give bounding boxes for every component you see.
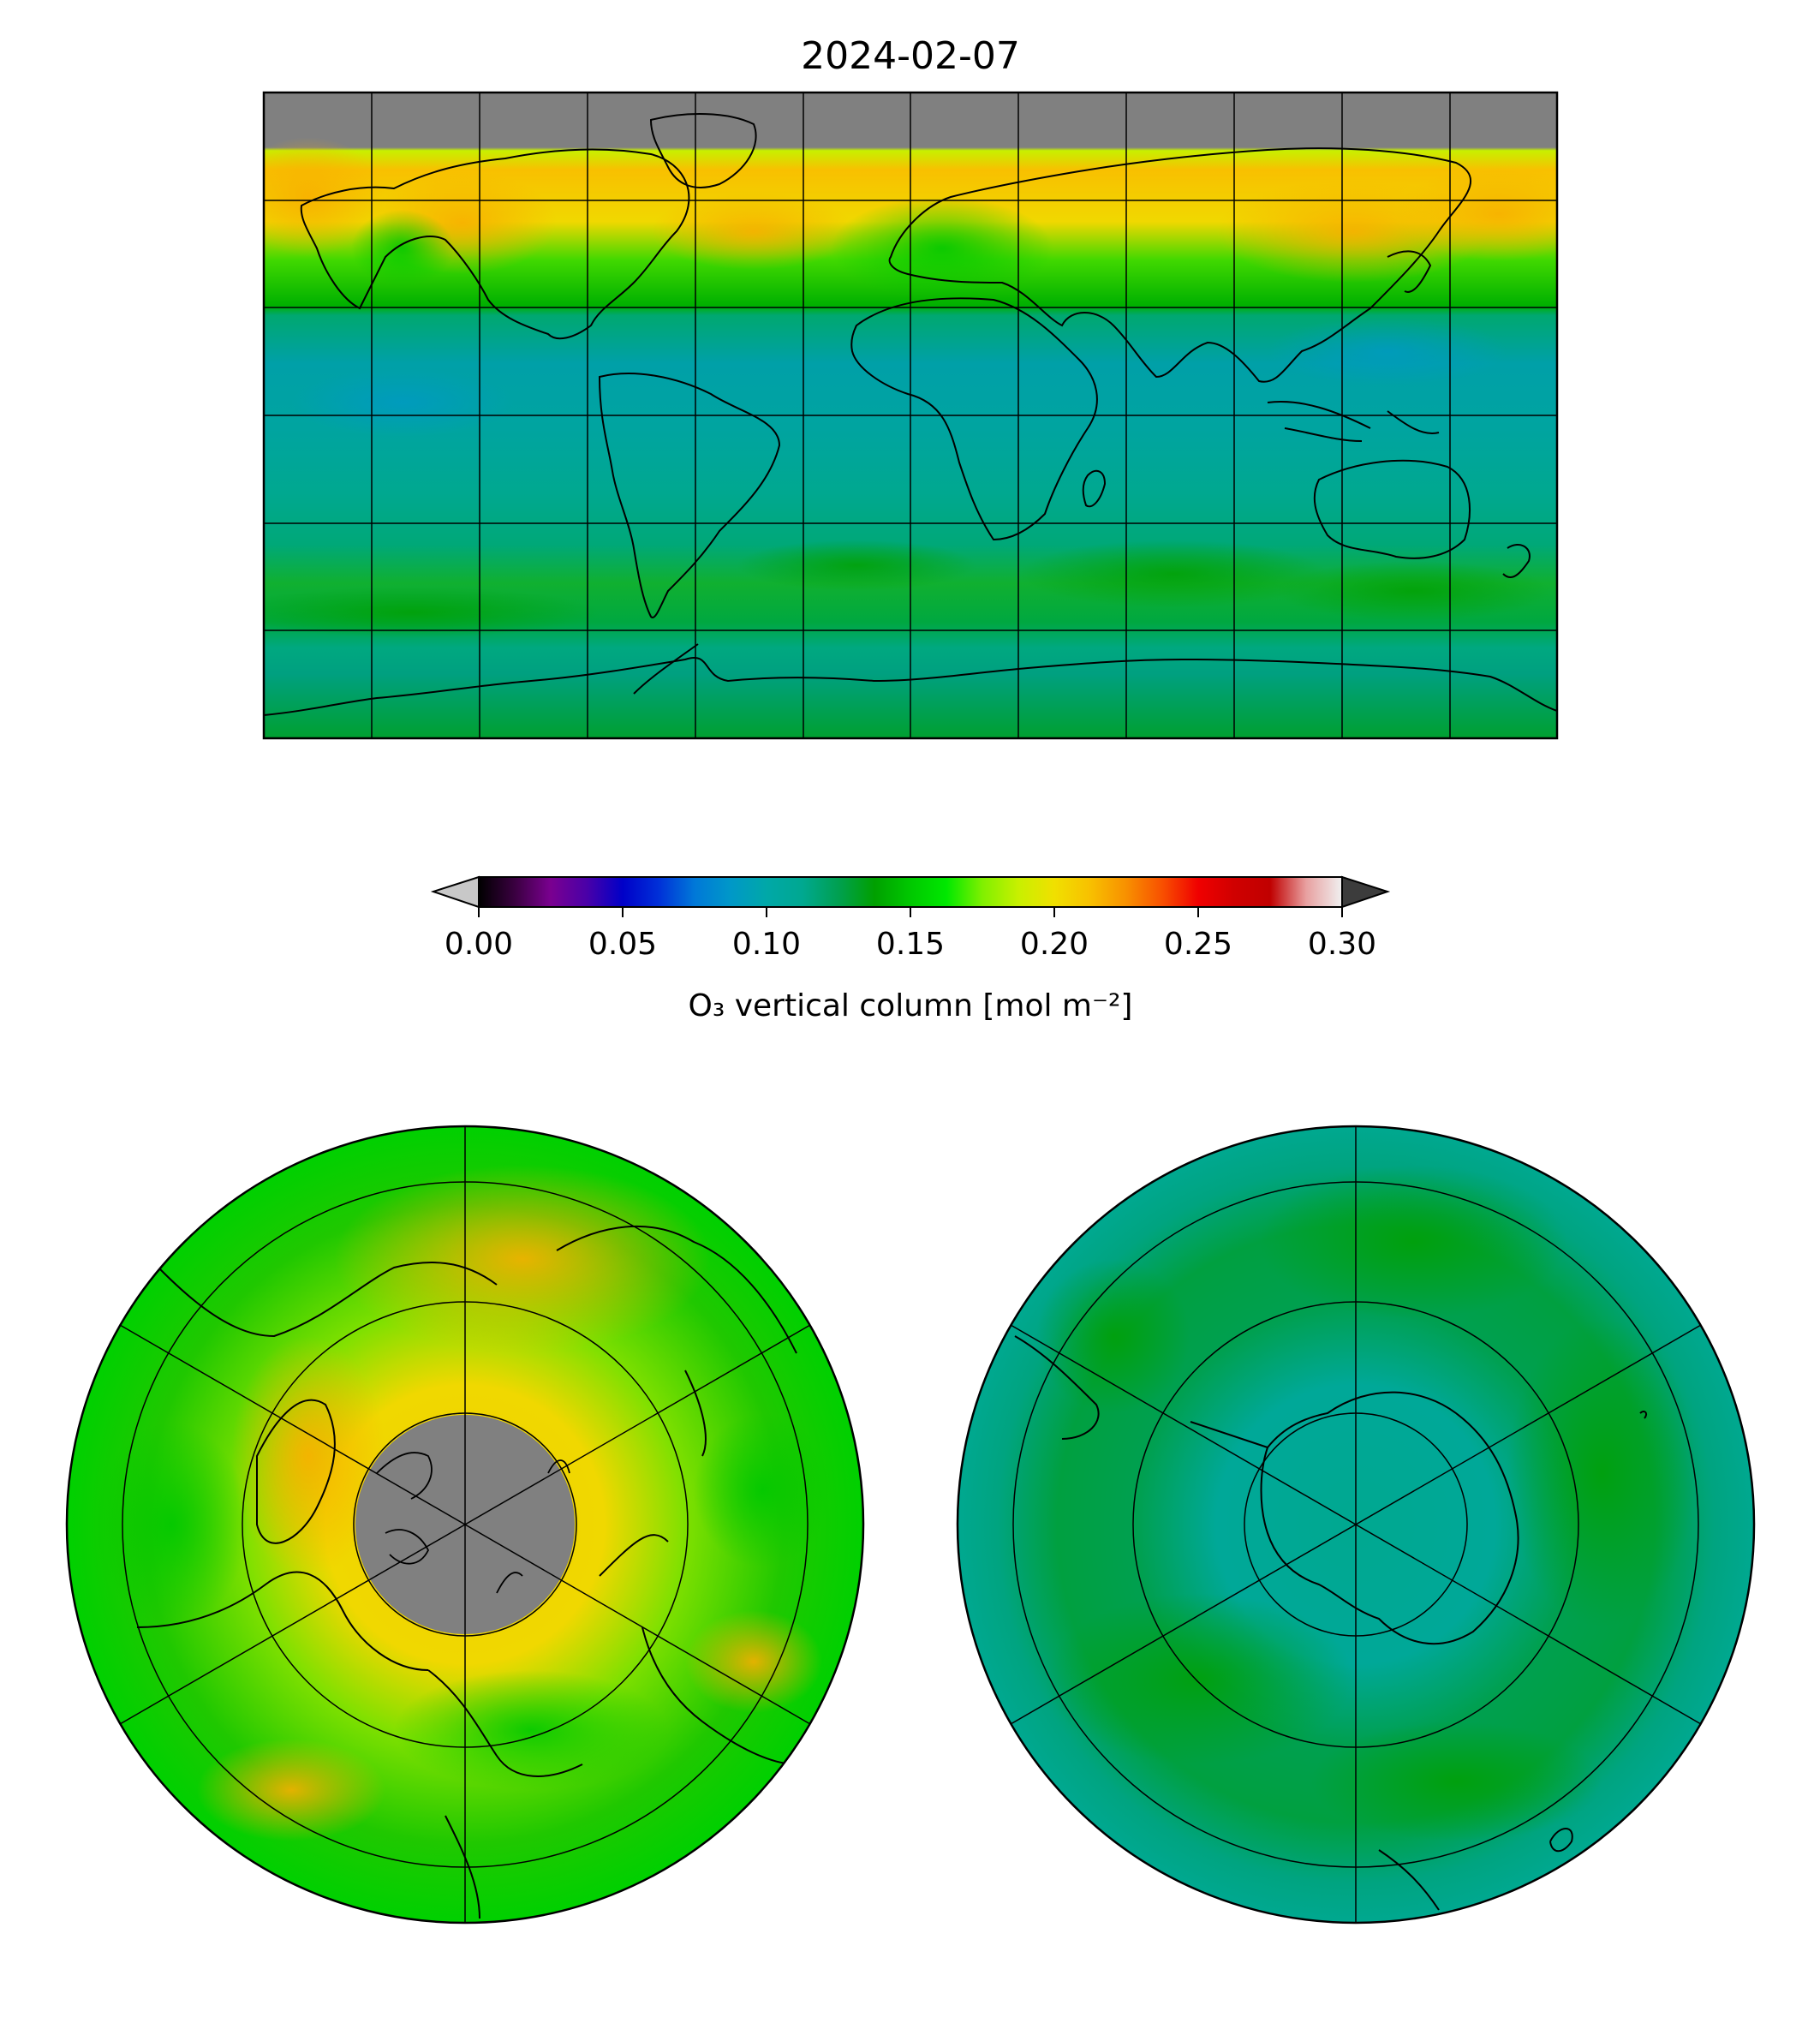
coast-antarctica [264, 657, 1557, 716]
north-polar-arctic-coast [376, 1452, 570, 1594]
colorbar-tick-label: 0.10 [732, 927, 801, 962]
colorbar-tick-label: 0.05 [588, 927, 657, 962]
np-green-east [694, 1413, 831, 1567]
coast-kerguelen [1639, 1410, 1648, 1419]
np-hotspot-siberia [334, 1165, 711, 1353]
hotspot-alaska [264, 137, 385, 257]
coast-peninsula-polar [1190, 1421, 1268, 1448]
np-green-europe [394, 1670, 668, 1790]
trough-europe [831, 197, 1053, 300]
np-hotspot-asia [197, 1739, 385, 1841]
colorbar-ticks: 0.00 0.05 0.10 0.15 0.20 0.25 0.30 [445, 907, 1376, 962]
north-polar-frame [65, 1125, 865, 1925]
coast-europe-asia [888, 147, 1472, 383]
tropic-blue-wp [1268, 317, 1507, 385]
coast-antarctica-polar [1260, 1391, 1519, 1645]
coast-south-america [598, 373, 781, 618]
coast-africa [850, 297, 1098, 541]
sh-band-3 [737, 540, 976, 591]
global-map [262, 91, 1559, 740]
np-hotspot-canada [231, 1336, 385, 1576]
coast-greenland [649, 113, 757, 188]
coast-madagascar [1082, 469, 1107, 508]
hotspot-npacific [1396, 167, 1557, 261]
np-hotspot-pacific [685, 1610, 822, 1713]
coast-south-america-polar [1014, 1335, 1100, 1440]
global-graticule [264, 92, 1557, 738]
colorbar-label: O₃ vertical column [mol m⁻²] [689, 988, 1133, 1023]
coast-antarctic-peninsula [633, 643, 699, 695]
colorbar-tick-label: 0.00 [445, 927, 513, 962]
sh-band-2 [1019, 540, 1328, 608]
hotspot-atlantic [651, 193, 856, 270]
colorbar-over-extension [1341, 875, 1391, 909]
coast-north-america [300, 148, 690, 340]
sp-ring-1 [1045, 1593, 1353, 1764]
colorbar-tick-label: 0.20 [1020, 927, 1089, 962]
sh-band-1 [264, 587, 600, 638]
colorbar-tick-label: 0.30 [1308, 927, 1376, 962]
sp-ring-3 [1259, 1165, 1567, 1319]
global-coastlines [264, 113, 1557, 716]
sp-ring-4 [1036, 1259, 1190, 1413]
coast-indonesia [1267, 401, 1440, 442]
colorbar-under-extension [430, 875, 480, 909]
global-map-frame [262, 91, 1559, 740]
colorbar-tick-label: 0.15 [876, 927, 945, 962]
figure-title: 2024-02-07 [801, 34, 1020, 78]
trough-uspac [351, 210, 454, 287]
colorbar: 0.00 0.05 0.10 0.15 0.20 0.25 0.30 O₃ vertical… [430, 875, 1391, 1023]
north-polar-graticule [119, 1126, 811, 1923]
colorbar-tick-label: 0.25 [1164, 927, 1232, 962]
sh-band-4 [1276, 561, 1550, 621]
colorbar-body [478, 876, 1343, 908]
np-green-west [94, 1422, 248, 1627]
coast-newzealand [1502, 544, 1531, 578]
south-polar-frame [956, 1125, 1756, 1925]
south-polar-coastlines [1014, 1335, 1648, 1911]
north-polar-coastlines [110, 1215, 797, 1919]
south-polar-graticule [1010, 1126, 1702, 1923]
north-polar-map [65, 1125, 865, 1925]
coast-japan [1387, 250, 1432, 293]
sp-ring-2 [1507, 1319, 1696, 1627]
south-polar-map [956, 1125, 1756, 1925]
tropic-blue-pac [291, 368, 514, 437]
coast-nz-polar [1549, 1828, 1573, 1853]
coast-australia-polar [1378, 1849, 1440, 1911]
sp-ring-5 [1310, 1722, 1602, 1841]
